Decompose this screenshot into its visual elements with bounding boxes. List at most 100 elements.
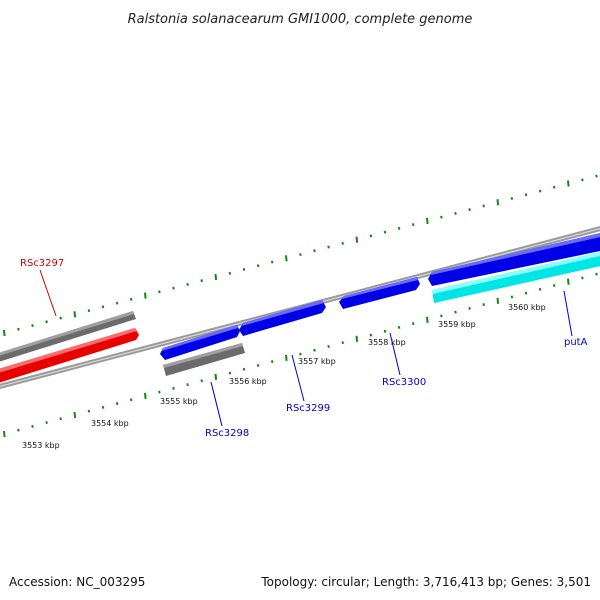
tick-mark xyxy=(567,278,570,285)
tick-mark xyxy=(115,402,119,406)
tick-mark xyxy=(17,327,20,331)
gene-rsc3297-gray[interactable] xyxy=(0,311,136,363)
ruler-label-3559: 3559 kbp xyxy=(438,320,476,329)
tick-mark xyxy=(411,322,415,326)
gene-label-rsc3297[interactable]: RSc3297 xyxy=(20,258,64,269)
gene-label-rsc3299[interactable]: RSc3299 xyxy=(286,403,330,414)
tick-mark xyxy=(355,236,359,243)
map-title: Ralstonia solanacearum GMI1000, complete… xyxy=(128,12,473,27)
ruler-label-3554: 3554 kbp xyxy=(91,419,129,428)
tick-mark xyxy=(228,371,232,375)
tick-mark xyxy=(299,352,302,356)
gene-rsc3299[interactable] xyxy=(239,300,326,336)
tick-mark xyxy=(440,215,443,219)
gene-rsc3300[interactable] xyxy=(339,277,420,309)
tick-mark xyxy=(186,282,189,286)
tick-mark xyxy=(581,178,584,182)
tick-mark xyxy=(172,386,175,390)
ruler-label-3553: 3553 kbp xyxy=(22,441,60,450)
gene-label-puta[interactable]: putA xyxy=(564,337,588,348)
tick-mark xyxy=(538,189,542,193)
tick-mark xyxy=(538,287,542,291)
gene-rsc3297-red[interactable] xyxy=(0,328,139,384)
tick-mark xyxy=(313,348,316,352)
tick-mark xyxy=(524,291,528,295)
tick-mark xyxy=(172,286,175,290)
tick-mark xyxy=(214,273,218,281)
tick-mark xyxy=(73,411,77,419)
tick-mark xyxy=(214,373,218,380)
tick-mark xyxy=(383,230,387,234)
gene-label-leaders xyxy=(39,269,573,427)
tick-mark xyxy=(327,344,330,348)
tick-mark xyxy=(115,301,119,305)
tick-mark xyxy=(45,320,48,324)
tick-mark xyxy=(341,241,344,245)
ruler-label-3557: 3557 kbp xyxy=(298,357,336,366)
tick-mark xyxy=(383,329,387,333)
tick-mark xyxy=(510,196,514,200)
tick-mark xyxy=(73,311,77,318)
tick-mark xyxy=(341,341,344,345)
ruler-label-3560: 3560 kbp xyxy=(508,303,546,312)
gene-label-rsc3300[interactable]: RSc3300 xyxy=(382,377,426,388)
tick-mark xyxy=(129,398,133,402)
tick-mark xyxy=(369,234,373,238)
tick-mark xyxy=(256,264,260,268)
ruler-label-3556: 3556 kbp xyxy=(229,377,267,386)
tick-mark xyxy=(440,314,443,318)
tick-mark xyxy=(144,392,147,399)
gene-puta-cyan[interactable] xyxy=(432,251,600,303)
tick-mark xyxy=(482,204,485,208)
tick-mark xyxy=(87,309,91,313)
tick-mark xyxy=(595,174,598,178)
ruler-label-3558: 3558 kbp xyxy=(368,338,406,347)
tick-mark xyxy=(426,316,429,323)
gene-rsc3298-gray[interactable] xyxy=(163,343,245,376)
tick-mark xyxy=(285,354,288,361)
tick-mark xyxy=(369,333,373,337)
tick-mark xyxy=(242,367,246,371)
tick-mark xyxy=(186,383,189,387)
tick-mark xyxy=(397,325,401,329)
tick-mark xyxy=(31,324,34,328)
tick-mark xyxy=(242,267,246,271)
tick-mark xyxy=(355,335,359,342)
tick-mark xyxy=(31,424,34,428)
tick-mark xyxy=(581,276,584,280)
tick-mark xyxy=(285,255,288,262)
tick-mark xyxy=(496,199,500,206)
tick-mark xyxy=(256,363,260,367)
tick-mark xyxy=(552,185,556,189)
tick-mark xyxy=(552,284,556,288)
ruler-label-3555: 3555 kbp xyxy=(160,397,198,406)
tick-mark xyxy=(101,305,105,309)
gene-puta-blue[interactable] xyxy=(428,232,600,286)
tick-mark xyxy=(454,211,457,215)
tick-mark xyxy=(270,360,274,364)
tick-mark xyxy=(158,390,161,394)
tick-mark xyxy=(327,245,330,249)
tick-mark xyxy=(129,297,133,301)
tick-mark xyxy=(411,223,415,227)
accession-text: Accession: NC_003295 xyxy=(9,575,145,589)
tick-mark xyxy=(299,253,302,257)
tick-mark xyxy=(3,329,6,337)
outer-tick-row xyxy=(3,174,598,337)
tick-mark xyxy=(313,249,316,253)
tick-mark xyxy=(158,290,161,294)
tick-mark xyxy=(144,292,147,299)
tick-mark xyxy=(468,208,471,212)
inner-tick-row xyxy=(3,272,598,438)
tick-mark xyxy=(454,310,457,314)
gene-label-rsc3298[interactable]: RSc3298 xyxy=(205,428,249,439)
genome-stats-text: Topology: circular; Length: 3,716,413 bp… xyxy=(260,575,591,589)
tick-mark xyxy=(59,316,62,320)
gene-labels: RSc3297 RSc3298 RSc3299 RSc3300 putA xyxy=(20,258,588,439)
ruler-labels: 3553 kbp 3554 kbp 3555 kbp 3556 kbp 3557… xyxy=(22,303,546,450)
tick-mark xyxy=(228,271,232,275)
tick-mark xyxy=(200,279,203,283)
gene-rsc3298[interactable] xyxy=(160,325,240,360)
